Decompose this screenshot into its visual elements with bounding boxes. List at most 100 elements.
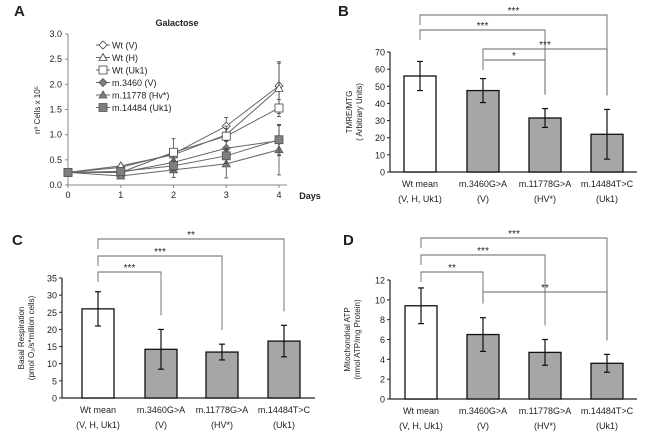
legend-entry: Wt (Uk1): [112, 66, 148, 76]
category-label: m.3460G>A: [459, 179, 507, 189]
significance-stars: **: [187, 230, 195, 241]
y-tick-label: 50: [375, 82, 385, 92]
category-label: m.11778G>A: [196, 405, 249, 415]
y-axis-label: nº Cells x 10⁵: [33, 86, 42, 134]
legend-entry: m.3460 (V): [112, 78, 157, 88]
panel-label-B: B: [338, 3, 349, 20]
y-tick-label: 0.0: [49, 180, 62, 190]
category-label: (V, H, Uk1): [76, 420, 120, 430]
point-marker: [98, 90, 108, 99]
y-axis-label: (nmol ATP/mg Protein): [353, 299, 362, 380]
bar-0: [403, 75, 437, 173]
x-tick-label: 2: [171, 190, 176, 200]
y-axis-label: TMRE/MTG: [345, 91, 354, 134]
legend-entry: m.11778 (Hv*): [112, 91, 169, 101]
y-tick-label: 10: [47, 359, 57, 369]
y-tick-label: 0: [52, 394, 57, 404]
significance-stars: *: [512, 51, 516, 62]
y-tick-label: 25: [47, 308, 57, 318]
x-tick-label: 0: [65, 190, 70, 200]
category-label: (V): [155, 420, 167, 430]
significance-stars: ***: [477, 21, 489, 32]
significance-bracket: [420, 271, 484, 304]
y-tick-label: 1.5: [49, 105, 62, 115]
point-marker: [169, 147, 178, 157]
point-marker: [98, 77, 108, 88]
point-marker: [98, 65, 108, 75]
significance-stars: ***: [154, 247, 166, 258]
category-label: m.11778G>A: [519, 406, 572, 416]
y-tick-label: 2.5: [49, 54, 62, 64]
category-label: (V): [477, 194, 489, 204]
category-label: (HV*): [211, 420, 233, 430]
y-tick-label: 8: [380, 315, 385, 325]
y-axis-label: ( Arbitrary Units): [355, 83, 364, 141]
category-label: m.3460G>A: [137, 405, 185, 415]
point-marker: [98, 40, 108, 50]
significance-bracket: [482, 59, 546, 95]
significance-bracket: [420, 237, 608, 341]
y-tick-label: 40: [375, 99, 385, 109]
point-marker: [116, 167, 126, 176]
y-tick-label: 30: [47, 291, 57, 301]
panel-label-D: D: [343, 232, 354, 249]
y-tick-label: 20: [375, 133, 385, 143]
point-marker: [274, 103, 284, 113]
x-axis-label: Days: [299, 191, 321, 201]
panel-label-C: C: [12, 232, 23, 249]
y-tick-label: 20: [47, 325, 57, 335]
category-label: Wt mean: [80, 405, 116, 415]
category-label: (HV*): [534, 194, 556, 204]
point-marker: [98, 52, 108, 61]
category-label: m.14484T>C: [258, 405, 311, 415]
y-tick-label: 70: [375, 48, 385, 58]
significance-bracket: [482, 291, 608, 341]
significance-bracket: [97, 238, 285, 312]
y-tick-label: 0: [380, 168, 385, 178]
y-tick-label: 1.0: [49, 130, 62, 140]
x-tick-label: 3: [224, 190, 229, 200]
category-label: m.3460G>A: [459, 406, 507, 416]
significance-bracket: [97, 255, 223, 331]
point-marker: [63, 168, 73, 177]
y-tick-label: 10: [375, 295, 385, 305]
significance-bracket: [97, 271, 162, 316]
point-marker: [221, 131, 231, 141]
significance-stars: ***: [477, 246, 489, 257]
y-axis-label: Mitochondrial ATP: [343, 307, 352, 371]
category-label: (Uk1): [273, 420, 295, 430]
category-label: (HV*): [534, 421, 556, 431]
y-tick-label: 30: [375, 116, 385, 126]
y-tick-label: 4: [380, 355, 385, 365]
y-tick-label: 0: [380, 395, 385, 405]
category-label: m.11778G>A: [519, 179, 572, 189]
y-tick-label: 3.0: [49, 29, 62, 39]
y-tick-label: 6: [380, 335, 385, 345]
y-axis-label: (pmol O₂/s*million cells): [27, 295, 36, 380]
category-label: m.14484T>C: [581, 406, 634, 416]
y-tick-label: 60: [375, 65, 385, 75]
significance-bracket: [482, 48, 608, 96]
category-label: Wt mean: [403, 406, 439, 416]
y-tick-label: 15: [47, 342, 57, 352]
legend-entry: m.14484 (Uk1): [112, 103, 172, 113]
category-label: (V): [477, 421, 489, 431]
category-label: (V, H, Uk1): [399, 421, 443, 431]
y-tick-label: 5: [52, 376, 57, 386]
significance-stars: ***: [124, 263, 136, 274]
significance-stars: **: [541, 283, 549, 294]
point-marker: [221, 151, 231, 161]
significance-bracket: [420, 254, 546, 326]
legend-entry: Wt (V): [112, 41, 138, 51]
y-tick-label: 0.5: [49, 155, 62, 165]
y-tick-label: 12: [375, 276, 385, 286]
chart-title: Galactose: [155, 18, 198, 28]
category-label: Wt mean: [402, 179, 438, 189]
y-tick-label: 35: [47, 274, 57, 284]
y-tick-label: 2: [380, 375, 385, 385]
x-tick-label: 4: [276, 190, 281, 200]
significance-stars: **: [448, 263, 456, 274]
x-tick-label: 1: [118, 190, 123, 200]
point-marker: [274, 83, 284, 92]
